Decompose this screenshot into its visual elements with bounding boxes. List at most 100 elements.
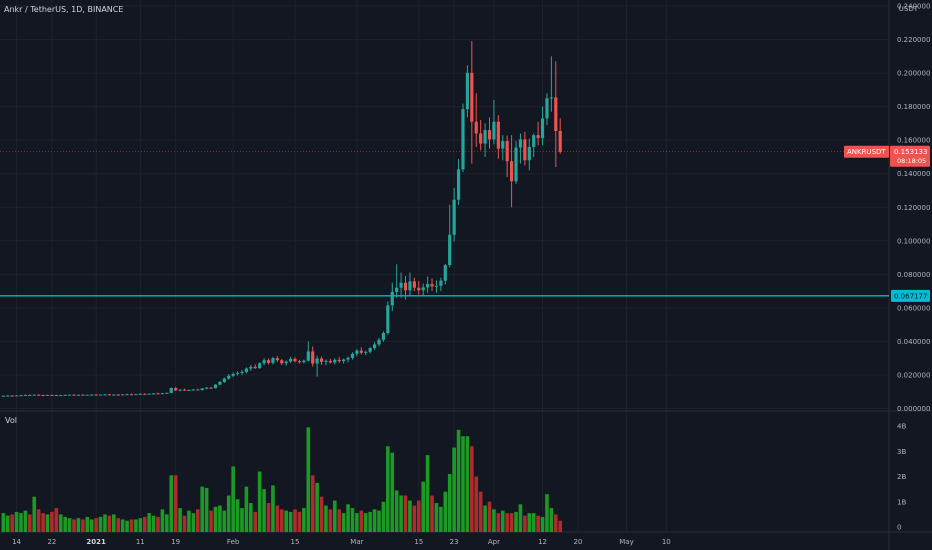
candle[interactable] — [333, 358, 337, 365]
candle[interactable] — [527, 138, 531, 171]
candle[interactable] — [289, 356, 293, 363]
candle[interactable] — [390, 282, 394, 312]
candle[interactable] — [280, 359, 284, 366]
candle[interactable] — [545, 93, 549, 126]
candle[interactable] — [174, 387, 178, 392]
candle[interactable] — [359, 347, 363, 355]
candle[interactable] — [377, 338, 381, 347]
candle[interactable] — [231, 372, 235, 378]
time-axis[interactable]: 14 22 2021 11 19 Feb 15 Mar 15 23 Apr 12 20 May 10 — [12, 538, 671, 546]
candle[interactable] — [240, 369, 244, 375]
candle[interactable] — [258, 362, 262, 369]
candle[interactable] — [372, 342, 377, 351]
candle[interactable] — [151, 393, 156, 395]
candle[interactable] — [182, 388, 187, 391]
symbol-name[interactable]: Ankr / TetherUS — [4, 5, 67, 14]
candle[interactable] — [430, 278, 434, 292]
candle[interactable] — [315, 355, 319, 377]
candle[interactable] — [23, 394, 27, 396]
candle[interactable] — [532, 133, 536, 157]
candle[interactable] — [319, 356, 324, 365]
candle[interactable] — [297, 359, 302, 364]
candle[interactable] — [19, 394, 23, 397]
candle[interactable] — [355, 349, 359, 357]
candle[interactable] — [147, 393, 151, 395]
candle[interactable] — [266, 358, 271, 365]
candle[interactable] — [169, 387, 173, 394]
candle[interactable] — [165, 392, 169, 394]
candle[interactable] — [381, 331, 386, 342]
candle[interactable] — [403, 276, 408, 300]
candle[interactable] — [85, 394, 89, 396]
candle[interactable] — [470, 40, 474, 164]
candle[interactable] — [483, 123, 487, 157]
candle[interactable] — [235, 371, 240, 376]
candle[interactable] — [249, 364, 253, 371]
candle[interactable] — [227, 374, 231, 380]
candle[interactable] — [284, 360, 288, 366]
candle[interactable] — [14, 395, 19, 397]
candle[interactable] — [549, 56, 553, 112]
candle[interactable] — [302, 359, 306, 364]
candle[interactable] — [134, 393, 138, 396]
candle[interactable] — [244, 367, 248, 374]
candle[interactable] — [45, 394, 50, 396]
candle[interactable] — [191, 389, 195, 391]
candle[interactable] — [81, 394, 85, 396]
candle[interactable] — [443, 263, 447, 285]
candle[interactable] — [487, 117, 492, 149]
candle[interactable] — [399, 272, 403, 298]
candle[interactable] — [386, 301, 390, 335]
candle[interactable] — [479, 120, 483, 151]
candle[interactable] — [346, 356, 350, 363]
candle[interactable] — [434, 280, 439, 293]
candle[interactable] — [558, 118, 562, 154]
candle[interactable] — [510, 135, 514, 208]
candle[interactable] — [328, 358, 332, 364]
candle[interactable] — [324, 359, 328, 366]
candle[interactable] — [41, 394, 45, 397]
candle[interactable] — [156, 392, 160, 395]
candle[interactable] — [59, 394, 63, 397]
candle[interactable] — [68, 394, 72, 396]
candle[interactable] — [456, 158, 461, 205]
candle[interactable] — [364, 350, 368, 356]
candle[interactable] — [107, 393, 111, 396]
candle[interactable] — [395, 264, 399, 298]
candle[interactable] — [412, 277, 416, 292]
candle[interactable] — [492, 99, 496, 145]
candle[interactable] — [421, 283, 425, 297]
candle[interactable] — [461, 103, 465, 173]
candle[interactable] — [306, 341, 310, 362]
candle[interactable] — [222, 377, 226, 383]
candle[interactable] — [417, 281, 421, 295]
candle[interactable] — [63, 394, 67, 396]
candle[interactable] — [32, 394, 36, 396]
candle[interactable] — [209, 387, 213, 389]
candle[interactable] — [505, 135, 509, 178]
candle[interactable] — [28, 394, 32, 396]
candle[interactable] — [98, 394, 103, 396]
candle[interactable] — [293, 357, 297, 363]
candle[interactable] — [213, 384, 218, 389]
candle[interactable] — [342, 358, 346, 364]
candle[interactable] — [271, 356, 275, 365]
price-axis[interactable]: 0.240000 0.220000 0.200000 0.180000 0.160000… — [897, 3, 930, 413]
candle[interactable] — [116, 394, 120, 396]
candle[interactable] — [452, 187, 456, 242]
candle[interactable] — [311, 346, 315, 367]
candle[interactable] — [112, 394, 116, 396]
candle[interactable] — [138, 393, 142, 395]
candle[interactable] — [408, 272, 412, 297]
candle[interactable] — [72, 394, 76, 396]
candle[interactable] — [178, 389, 182, 392]
candle[interactable] — [465, 65, 469, 118]
candle[interactable] — [496, 115, 500, 159]
candle[interactable] — [350, 352, 355, 360]
candle[interactable] — [200, 388, 204, 391]
candle[interactable] — [94, 394, 98, 396]
candle[interactable] — [501, 135, 505, 161]
candle[interactable] — [518, 133, 523, 164]
candle[interactable] — [10, 395, 14, 397]
